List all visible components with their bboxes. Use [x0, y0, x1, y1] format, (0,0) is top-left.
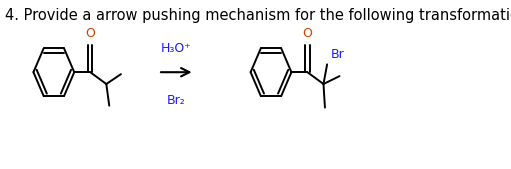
Text: H₃O⁺: H₃O⁺	[161, 42, 192, 54]
Text: O: O	[303, 27, 312, 40]
Text: O: O	[85, 27, 95, 40]
Text: Br₂: Br₂	[167, 94, 185, 107]
Text: 4. Provide a arrow pushing mechanism for the following transformation.: 4. Provide a arrow pushing mechanism for…	[5, 8, 511, 23]
Text: Br: Br	[331, 48, 344, 61]
